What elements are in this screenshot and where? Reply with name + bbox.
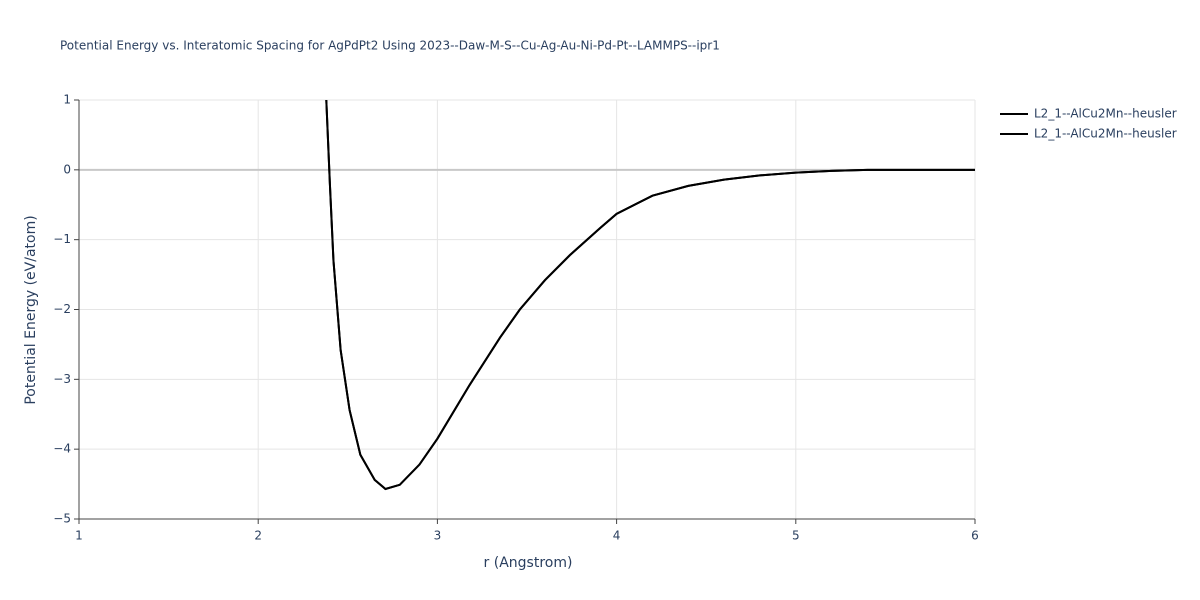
y-tick-label: 1	[63, 93, 71, 107]
chart-title: Potential Energy vs. Interatomic Spacing…	[60, 39, 720, 53]
y-axis-title: Potential Energy (eV/atom)	[23, 215, 39, 404]
y-tick-label: −3	[53, 372, 71, 386]
y-tick-label: −1	[53, 232, 71, 246]
x-tick-label: 6	[971, 529, 979, 543]
legend-label: L2_1--AlCu2Mn--heusler	[1034, 127, 1177, 141]
x-tick-label: 2	[254, 529, 262, 543]
x-tick-label: 5	[792, 529, 800, 543]
x-axis-title: r (Angstrom)	[484, 555, 573, 571]
x-tick-label: 4	[613, 529, 621, 543]
y-tick-label: −4	[53, 442, 71, 456]
x-tick-label: 3	[434, 529, 442, 543]
y-tick-label: −5	[53, 512, 71, 526]
y-tick-label: 0	[63, 162, 71, 176]
x-tick-label: 1	[75, 529, 83, 543]
legend-label: L2_1--AlCu2Mn--heusler	[1034, 107, 1177, 121]
series-line	[325, 100, 975, 491]
y-tick-label: −2	[53, 302, 71, 316]
series-line	[325, 100, 975, 491]
